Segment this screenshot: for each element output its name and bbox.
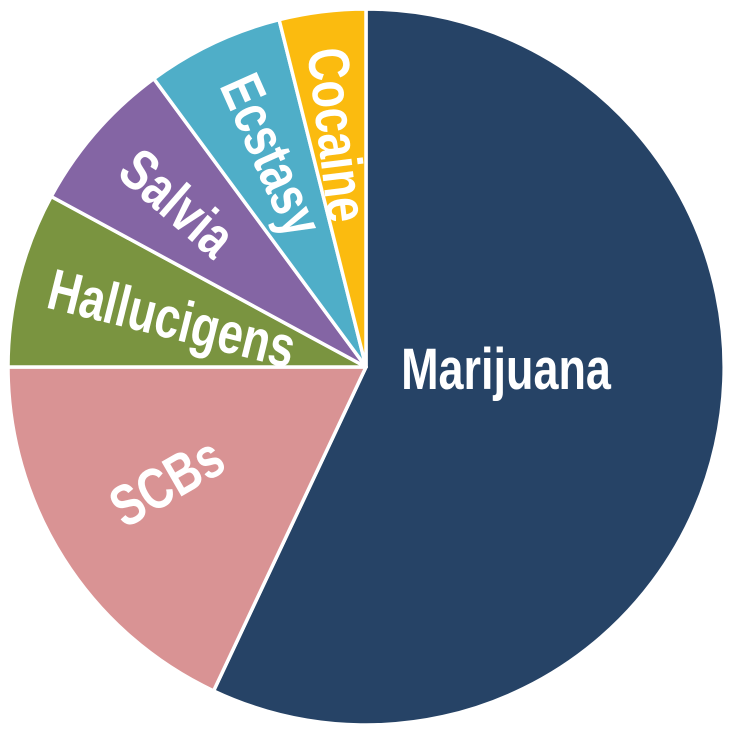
pie-slice-marijuana (211, 7, 726, 727)
pie-label-marijuana: Marijuana (401, 337, 611, 402)
pie-slice-scbs (6, 365, 368, 693)
pie-slice-ecstasy (152, 17, 368, 369)
pie-slice-salvia (49, 76, 368, 369)
pie-slice-hallucigens (6, 194, 368, 369)
pie-slice-cocaine (277, 7, 368, 369)
